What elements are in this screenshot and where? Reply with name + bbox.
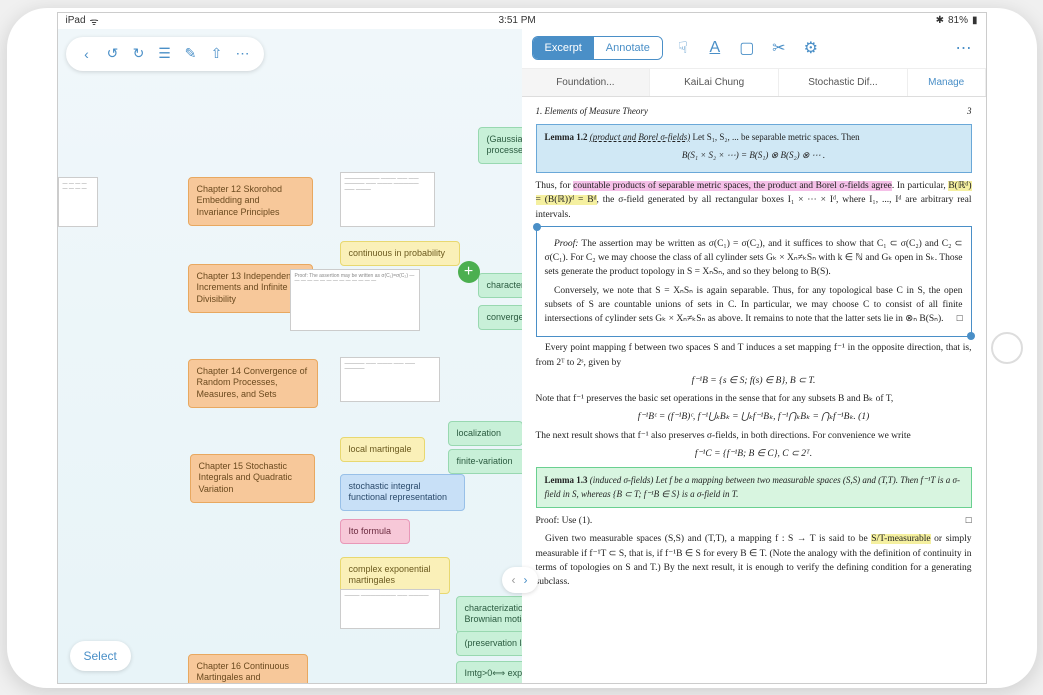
lemma-math: B(S₁ × S₂ × ⋯) = B(S₁) ⊗ B(S₂) ⊗ ⋯ . xyxy=(545,149,963,163)
proof-text: The assertion may be written as σ(C₁) = … xyxy=(545,239,963,278)
document-pane: Excerpt Annotate ☟ A ▢ ✂ ⚙ ⋯ Foundation.… xyxy=(522,29,986,683)
node-ito[interactable]: Ito formula xyxy=(340,519,410,545)
text-tool-icon[interactable]: A xyxy=(703,36,727,60)
node-finitevar[interactable]: finite-variation xyxy=(448,449,522,475)
battery-icon: ▮ xyxy=(972,15,978,26)
node-charbrown[interactable]: characterization of Brownian motion xyxy=(456,596,522,633)
doc-text: Thus, for xyxy=(536,181,574,191)
lemma-body: Let S₁, S₂, ... be separable metric spac… xyxy=(693,132,860,142)
prev-page-icon[interactable]: ‹ xyxy=(512,573,516,587)
node-ch15[interactable]: Chapter 15 Stochastic Integrals and Quad… xyxy=(190,454,315,503)
node-ch14[interactable]: Chapter 14 Convergence of Random Process… xyxy=(188,359,318,408)
doc-snippet[interactable]: ——— ——————— —— ———— xyxy=(340,589,440,629)
proof-label: Proof: xyxy=(554,239,578,249)
right-toolbar: Excerpt Annotate ☟ A ▢ ✂ ⚙ ⋯ xyxy=(522,29,986,69)
page-nav: ‹ › xyxy=(502,567,538,593)
more-button[interactable]: ⋯ xyxy=(232,43,254,65)
excerpt-mode[interactable]: Excerpt xyxy=(533,37,594,59)
qed-symbol: □ xyxy=(966,514,972,528)
tab-kailai[interactable]: KaiLai Chung xyxy=(650,69,779,96)
doc-math: f⁻¹B = {s ∈ S; f(s) ∈ B}, B ⊂ T. xyxy=(536,374,972,388)
select-button[interactable]: Select xyxy=(70,641,131,671)
annotate-mode[interactable]: Annotate xyxy=(594,37,662,59)
node-ch16[interactable]: Chapter 16 Continuous Martingales and Br… xyxy=(188,654,308,683)
node-localmart[interactable]: local martingale xyxy=(340,437,425,463)
back-button[interactable]: ‹ xyxy=(76,43,98,65)
status-time: 3:51 PM xyxy=(498,15,535,26)
rect-tool-icon[interactable]: ▢ xyxy=(735,36,759,60)
share-button[interactable]: ⇧ xyxy=(206,43,228,65)
wifi-icon: ᯤ xyxy=(90,14,99,28)
document-tabs: Foundation... KaiLai Chung Stochastic Di… xyxy=(522,69,986,97)
node-contprob[interactable]: continuous in probability xyxy=(340,241,460,267)
node-stochint[interactable]: stochastic integral functional represent… xyxy=(340,474,465,511)
tab-stochastic[interactable]: Stochastic Dif... xyxy=(779,69,908,96)
selection-handle[interactable] xyxy=(533,223,541,231)
doc-snippet-dragging[interactable]: Proof: The assertion may be written as σ… xyxy=(290,269,420,331)
lemma-name: (induced σ-fields) xyxy=(590,475,654,485)
doc-snippet[interactable]: ———— —— ——— —— —— ———— xyxy=(340,357,440,402)
highlighted-text[interactable]: countable products of separable metric s… xyxy=(573,181,892,191)
lemma-title: Lemma 1.3 xyxy=(545,475,588,485)
home-button[interactable] xyxy=(991,332,1023,364)
proof-text: Proof: Use (1). xyxy=(536,516,593,526)
selection-handle[interactable] xyxy=(967,332,975,340)
bluetooth-icon: ✱ xyxy=(936,15,944,26)
lemma-box[interactable]: Lemma 1.3 (induced σ-fields) Let f be a … xyxy=(536,467,972,508)
mode-segment: Excerpt Annotate xyxy=(532,36,663,60)
tab-foundation[interactable]: Foundation... xyxy=(522,69,651,96)
node-preslaws[interactable]: (preservation laws xyxy=(456,631,522,657)
battery-label: 81% xyxy=(948,15,968,26)
add-node-button[interactable]: + xyxy=(458,261,480,283)
lasso-tool-icon[interactable]: ✂ xyxy=(767,36,791,60)
tab-manage[interactable]: Manage xyxy=(908,69,986,96)
doc-snippet[interactable]: ——————— ——— —— —— ———— —— ——— ————— —— —… xyxy=(340,172,435,227)
node-ch12[interactable]: Chapter 12 Skorohod Embedding and Invari… xyxy=(188,177,313,226)
status-bar: iPad ᯤ 3:51 PM ✱ 81% ▮ xyxy=(58,13,986,29)
node-imtg[interactable]: Imtg>0⟺ exp.Imtg xyxy=(456,661,522,683)
redo-button[interactable]: ↻ xyxy=(128,43,150,65)
qed-symbol: □ xyxy=(947,312,962,326)
node-gaussmarkov[interactable]: (Gaussian Markov processes xyxy=(478,127,522,164)
edit-button[interactable]: ✎ xyxy=(180,43,202,65)
doc-paragraph: The next result shows that f⁻¹ also pres… xyxy=(536,429,972,443)
doc-text: , the σ-field generated by all rectangul… xyxy=(536,195,972,219)
lemma-box[interactable]: Lemma 1.2 (product and Borel σ-fields) L… xyxy=(536,124,972,173)
document-content[interactable]: 1. Elements of Measure Theory 3 Lemma 1.… xyxy=(522,97,986,683)
proof-text: Conversely, we note that S = XₙSₙ is aga… xyxy=(545,286,963,325)
doc-page-number: 3 xyxy=(967,105,972,119)
undo-button[interactable]: ↺ xyxy=(102,43,124,65)
doc-paragraph: Note that f⁻¹ preserves the basic set op… xyxy=(536,392,972,406)
doc-text: . In particular, xyxy=(892,181,948,191)
device-label: iPad xyxy=(66,15,86,26)
mindmap-pane[interactable]: ‹ ↺ ↻ ☰ ✎ ⇧ ⋯ Select — — — — — — — — Cha… xyxy=(58,29,522,683)
doc-snippet[interactable]: — — — — — — — — xyxy=(58,177,98,227)
doc-math: f⁻¹Bᶜ = (f⁻¹B)ᶜ, f⁻¹⋃ₖBₖ = ⋃ₖf⁻¹Bₖ, f⁻¹⋂… xyxy=(536,410,972,424)
doc-section-title: 1. Elements of Measure Theory xyxy=(536,105,648,119)
highlighted-text[interactable]: S/T-measurable xyxy=(871,534,930,544)
proof-selection-box[interactable]: Proof: The assertion may be written as σ… xyxy=(536,226,972,338)
lemma-name: (product and Borel σ-fields) xyxy=(590,132,691,142)
doc-paragraph: Every point mapping f between two spaces… xyxy=(536,341,972,370)
settings-icon[interactable]: ⚙ xyxy=(799,36,823,60)
node-localization[interactable]: localization xyxy=(448,421,522,447)
next-page-icon[interactable]: › xyxy=(524,573,528,587)
doc-math: f⁻¹C = {f⁻¹B; B ∈ C}, C ⊂ 2ᵀ. xyxy=(536,447,972,461)
more-icon[interactable]: ⋯ xyxy=(952,36,976,60)
left-toolbar: ‹ ↺ ↻ ☰ ✎ ⇧ ⋯ xyxy=(66,37,264,71)
list-button[interactable]: ☰ xyxy=(154,43,176,65)
doc-text: Given two measurable spaces (S,S) and (T… xyxy=(545,534,871,544)
node-charfn[interactable]: character functions xyxy=(478,273,522,299)
node-convrd[interactable]: convergence in Rd xyxy=(478,305,522,331)
hand-tool-icon[interactable]: ☟ xyxy=(671,36,695,60)
lemma-title: Lemma 1.2 xyxy=(545,132,588,142)
